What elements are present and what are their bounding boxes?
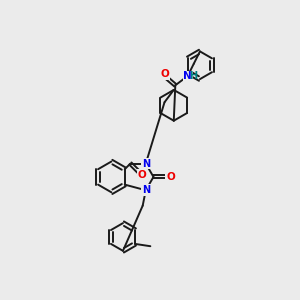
Text: O: O — [160, 69, 169, 79]
Text: O: O — [137, 170, 146, 180]
Text: N: N — [142, 185, 150, 195]
Text: H: H — [189, 71, 197, 81]
Text: O: O — [166, 172, 175, 182]
Text: N: N — [142, 159, 150, 169]
Text: N: N — [183, 71, 192, 81]
